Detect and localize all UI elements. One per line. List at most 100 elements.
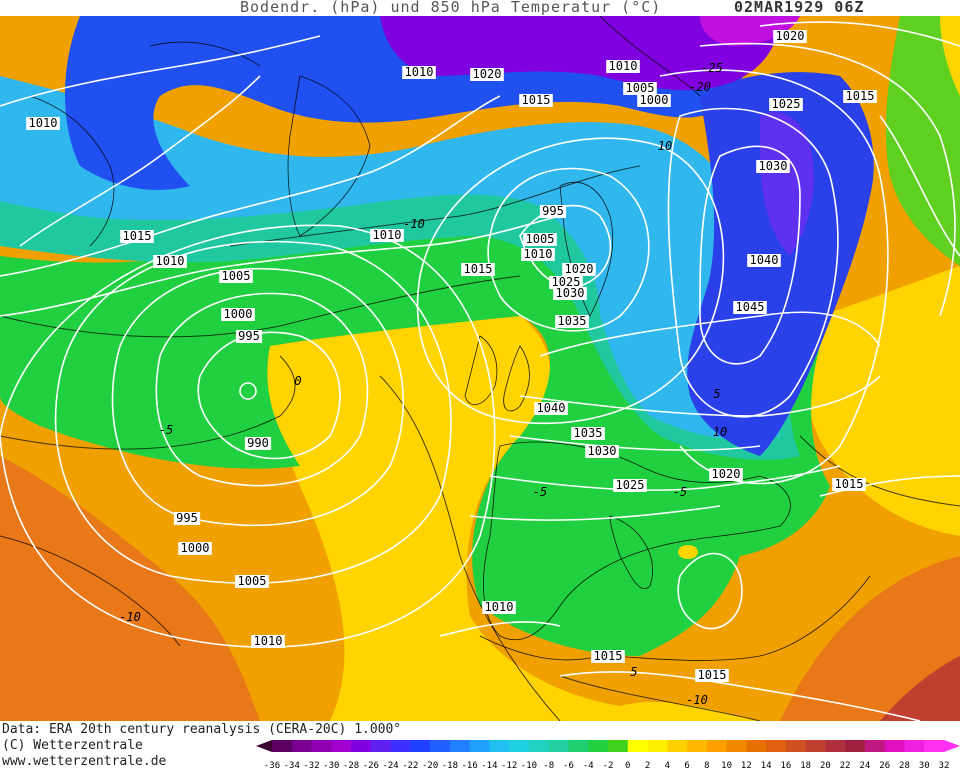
website: www.wetterzentrale.de xyxy=(2,754,167,769)
title-bar: Bodendr. (hPa) und 850 hPa Temperatur (°… xyxy=(0,0,960,18)
temp-field-dark-orange-se xyxy=(780,556,960,721)
isotherms xyxy=(0,16,960,721)
scale-tick-label: 2 xyxy=(645,761,650,771)
isobar-label: 1010 xyxy=(482,600,516,614)
svg-text:1010: 1010 xyxy=(373,228,402,242)
isobar-label: 1020 xyxy=(709,467,743,481)
scale-swatch xyxy=(706,740,728,752)
svg-text:995: 995 xyxy=(176,511,198,525)
footer: Data: ERA 20th century reanalysis (CERA-… xyxy=(0,722,960,771)
scale-tick-label: -26 xyxy=(363,761,379,771)
scale-swatch xyxy=(825,740,846,752)
svg-text:1025: 1025 xyxy=(552,275,581,289)
isobar-label: 1030 xyxy=(756,159,790,173)
scale-tick-label: 8 xyxy=(704,761,709,771)
svg-text:995: 995 xyxy=(542,204,564,218)
chart-title: Bodendr. (hPa) und 850 hPa Temperatur (°… xyxy=(240,0,662,16)
svg-text:1030: 1030 xyxy=(759,159,788,173)
isobar-label: 1040 xyxy=(534,401,568,415)
isotherm-label: -25 xyxy=(701,61,723,75)
isobar-label: 1020 xyxy=(773,29,807,43)
scale-tick-label: 6 xyxy=(684,761,689,771)
scale-tick-label: 12 xyxy=(741,761,752,771)
scale-tick-label: 20 xyxy=(820,761,831,771)
scale-tick-label: -36 xyxy=(264,761,280,771)
svg-text:1020: 1020 xyxy=(473,67,502,81)
isotherm-label: 0 xyxy=(294,374,301,388)
svg-text:1025: 1025 xyxy=(616,478,645,492)
scale-tick-label: 10 xyxy=(721,761,732,771)
svg-text:1005: 1005 xyxy=(626,81,655,95)
isotherm-label: -10 xyxy=(119,610,141,624)
scale-swatch xyxy=(410,740,431,752)
scale-tick-label: -28 xyxy=(343,761,359,771)
isobar-label: 1015 xyxy=(832,477,866,491)
scale-tick-label: 14 xyxy=(761,761,772,771)
svg-text:1000: 1000 xyxy=(181,541,210,555)
scale-swatch xyxy=(884,740,905,752)
scale-swatch xyxy=(351,740,372,752)
scale-swatch xyxy=(627,740,649,752)
svg-text:1015: 1015 xyxy=(594,649,623,663)
temp-field-yellow xyxy=(267,316,760,721)
isobar-label: 1045 xyxy=(733,300,767,314)
isobar-label: 995 xyxy=(539,204,567,218)
data-source: Data: ERA 20th century reanalysis (CERA-… xyxy=(2,722,402,737)
isobar-label: 1000 xyxy=(178,541,212,555)
svg-text:1035: 1035 xyxy=(574,426,603,440)
scale-tick-label: -14 xyxy=(481,761,497,771)
scale-tick-label: 24 xyxy=(860,761,871,771)
svg-text:1005: 1005 xyxy=(238,574,267,588)
scale-tick-label: -22 xyxy=(402,761,418,771)
scale-tick-label: -10 xyxy=(521,761,537,771)
isobar-label: 1010 xyxy=(521,247,555,261)
scale-swatch xyxy=(924,740,945,752)
svg-text:1030: 1030 xyxy=(588,444,617,458)
scale-swatch xyxy=(805,740,826,752)
scale-swatch xyxy=(390,740,411,752)
isotherm-label: -5 xyxy=(673,485,687,499)
temp-field-magenta xyxy=(700,16,800,46)
scale-swatch xyxy=(904,740,925,752)
svg-text:1010: 1010 xyxy=(609,59,638,73)
scale-swatch xyxy=(766,740,787,752)
scale-tick-label: -32 xyxy=(303,761,319,771)
scale-swatch xyxy=(489,740,510,752)
isobar-label: 1000 xyxy=(221,307,255,321)
temp-field-yellow-ne xyxy=(940,16,960,96)
scale-swatch xyxy=(568,740,589,752)
isobar-label: 1035 xyxy=(555,314,589,328)
isobar-label: 1020 xyxy=(470,67,504,81)
scale-tick-label: 4 xyxy=(665,761,670,771)
scale-tick-label: -12 xyxy=(501,761,517,771)
scale-swatch xyxy=(845,740,866,752)
svg-text:1000: 1000 xyxy=(640,93,669,107)
isotherm-label: 5 xyxy=(713,387,720,401)
isotherm-label: -5 xyxy=(533,485,547,499)
isobar-label: 1010 xyxy=(26,116,60,130)
svg-text:1015: 1015 xyxy=(698,668,727,682)
copyright: (C) Wetterzentrale xyxy=(2,738,143,753)
scale-arrow-right xyxy=(944,740,960,752)
scale-tick-label: 18 xyxy=(800,761,811,771)
svg-text:1015: 1015 xyxy=(522,93,551,107)
scale-swatch xyxy=(291,740,313,752)
isobar-label: 1025 xyxy=(769,97,803,111)
temp-field-yellow-east xyxy=(806,266,960,536)
temp-field-red-se xyxy=(880,656,960,721)
svg-text:1005: 1005 xyxy=(526,232,555,246)
temp-field-dark-orange-sw xyxy=(0,456,260,721)
svg-text:1010: 1010 xyxy=(405,65,434,79)
isobar-label: 1030 xyxy=(553,286,587,300)
isobar-label: 1030 xyxy=(585,444,619,458)
forecast-date: 02MAR1929 06Z xyxy=(734,0,865,16)
isobar-label: 1025 xyxy=(549,275,583,289)
scale-tick-label: -20 xyxy=(422,761,438,771)
scale-tick-label: -30 xyxy=(323,761,339,771)
svg-text:1040: 1040 xyxy=(537,401,566,415)
isobar-label: 1015 xyxy=(461,262,495,276)
scale-swatch xyxy=(331,740,352,752)
scale-tick-label: 32 xyxy=(939,761,950,771)
svg-text:1015: 1015 xyxy=(464,262,493,276)
isobar-label: 1020 xyxy=(562,262,596,276)
